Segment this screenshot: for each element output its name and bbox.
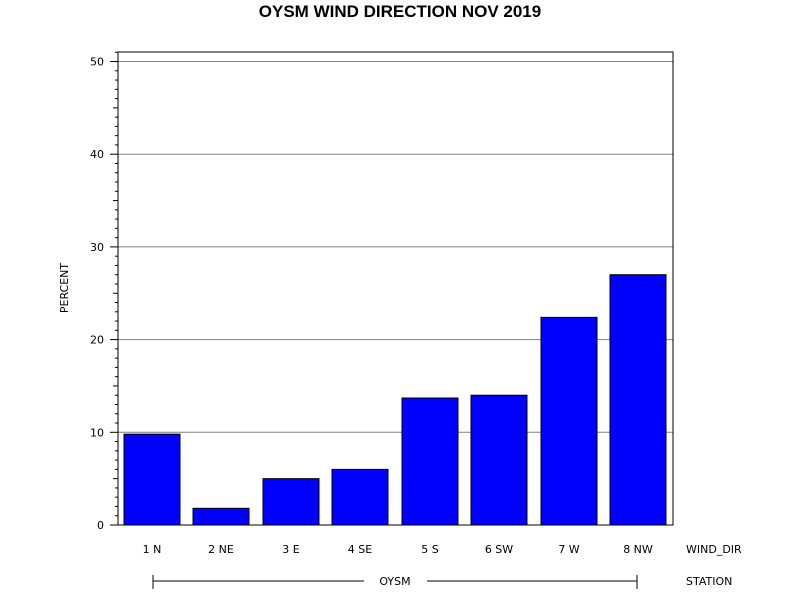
bar <box>123 433 181 526</box>
y-tick-label: 10 <box>90 426 104 439</box>
bars <box>123 274 667 526</box>
x-tick-label: 4 SE <box>348 543 372 556</box>
y-tick-label: 50 <box>90 56 104 69</box>
x-tick-label: 1 N <box>143 543 162 556</box>
station-label: STATION <box>686 575 732 588</box>
bar <box>540 316 598 526</box>
plot-frame <box>117 51 674 526</box>
bar <box>192 507 250 526</box>
y-tick-label: 20 <box>90 334 104 347</box>
y-axis: 0 10 20 30 40 50 <box>90 51 118 532</box>
x-tick-label: 6 SW <box>485 543 513 556</box>
x-axis-label: WIND_DIR <box>686 543 742 556</box>
x-tick-labels: 1 N 2 NE 3 E 4 SE 5 S 6 SW 7 W 8 NW <box>143 543 653 556</box>
station-name: OYSM <box>379 575 410 588</box>
x-tick-label: 5 S <box>421 543 438 556</box>
y-tick-label: 0 <box>97 519 104 532</box>
bar <box>331 468 389 526</box>
y-tick-label: 30 <box>90 241 104 254</box>
x-tick-label: 8 NW <box>623 543 653 556</box>
chart-title: OYSM WIND DIRECTION NOV 2019 <box>259 2 541 21</box>
x-tick-label: 7 W <box>558 543 579 556</box>
x-tick-label: 3 E <box>282 543 299 556</box>
bar <box>609 274 667 526</box>
x-tick-label: 2 NE <box>208 543 234 556</box>
bar <box>470 394 528 526</box>
bar <box>262 478 320 526</box>
bar <box>401 397 459 526</box>
y-axis-label: PERCENT <box>58 263 71 314</box>
y-tick-label: 40 <box>90 148 104 161</box>
